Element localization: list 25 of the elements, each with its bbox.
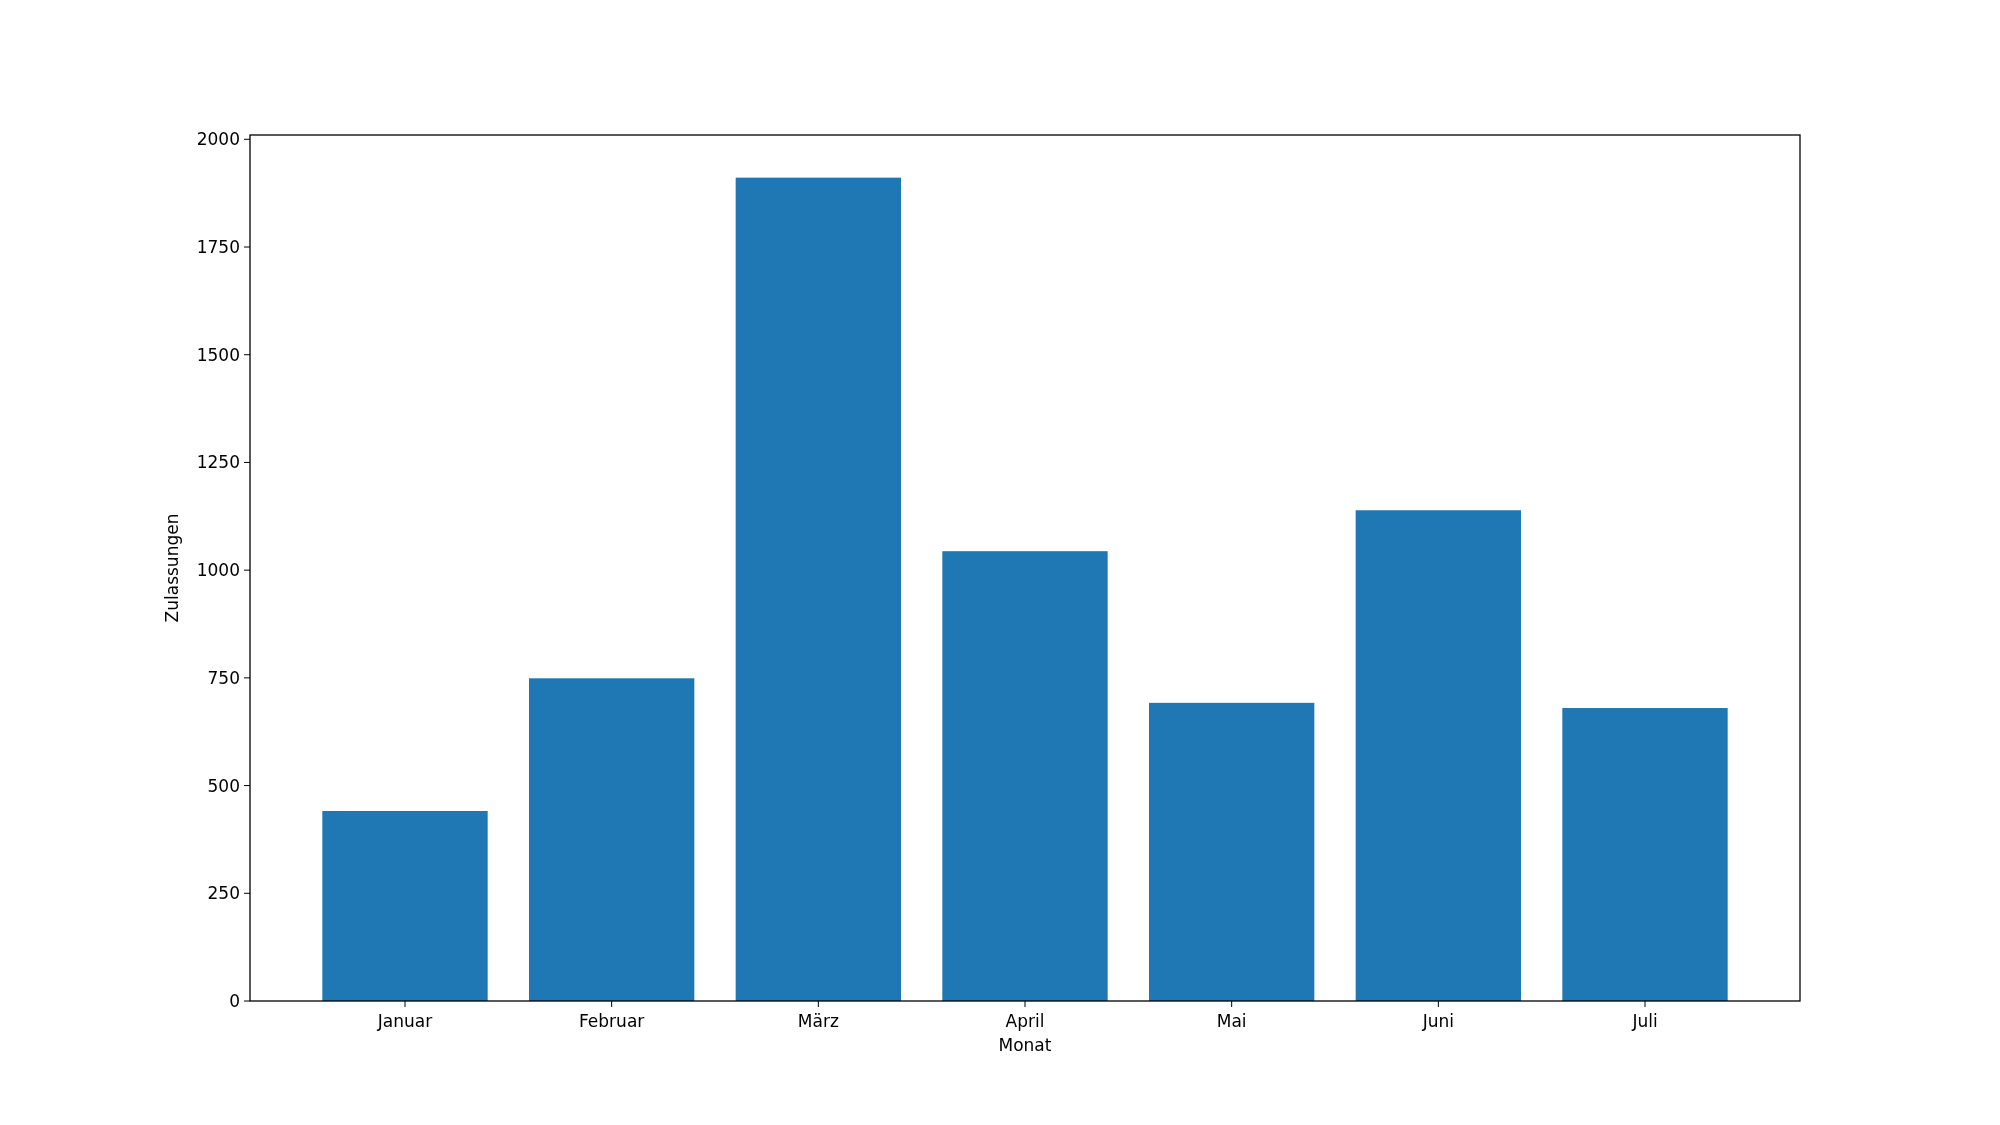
y-tick-label: 1750 (196, 236, 240, 257)
x-tick-label: Mai (1216, 1011, 1247, 1031)
y-tick-label: 500 (207, 775, 240, 796)
y-tick-label: 750 (207, 667, 240, 688)
x-tick-label: Juli (1631, 1011, 1658, 1031)
x-tick-label: März (797, 1011, 839, 1031)
x-tick-label: Juni (1421, 1011, 1454, 1031)
bar (322, 811, 488, 1001)
bar (1355, 510, 1521, 1001)
y-tick-label: 0 (229, 990, 240, 1011)
y-tick-label: 1000 (196, 560, 240, 581)
bar (942, 551, 1108, 1001)
bar (735, 177, 901, 1001)
bar (1149, 702, 1315, 1001)
x-tick-label: April (1005, 1011, 1045, 1031)
x-tick-label: Februar (579, 1011, 645, 1031)
bar (1562, 708, 1728, 1001)
y-tick-label: 2000 (196, 129, 240, 150)
bar (529, 678, 695, 1001)
y-tick-label: 1500 (196, 344, 240, 365)
y-tick-label: 250 (207, 883, 240, 904)
y-axis-title: Zulassungen (162, 513, 182, 623)
x-tick-label: Januar (376, 1011, 433, 1031)
y-tick-label: 1250 (196, 452, 240, 473)
x-axis-title: Monat (998, 1035, 1052, 1055)
